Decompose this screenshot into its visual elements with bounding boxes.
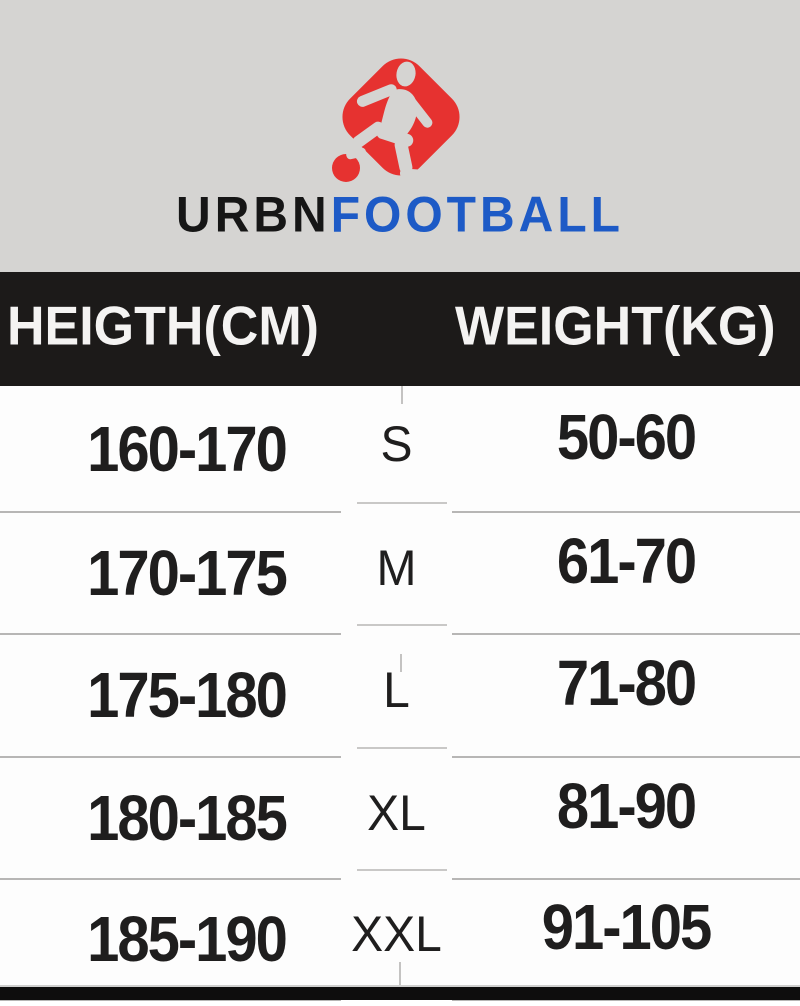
size-label-cell: S <box>380 416 413 472</box>
brand-name-secondary: FOOTBALL <box>330 187 624 244</box>
row-divider-right <box>452 633 800 635</box>
size-table-row: 185-190 XXL 91-105 <box>0 879 800 1001</box>
row-divider-left <box>0 878 341 880</box>
size-table-row: 180-185 XL 81-90 <box>0 757 800 880</box>
bottom-black-bar <box>0 987 800 1000</box>
size-table-row: 170-175 M 61-70 <box>0 512 800 635</box>
row-divider-left <box>0 756 341 758</box>
brand-wordmark: URBNFOOTBALL <box>176 187 624 244</box>
row-divider-right <box>452 756 800 758</box>
size-table-header: HEIGTH(CM) WEIGHT(KG) <box>0 272 800 386</box>
row-divider-middle <box>357 624 447 626</box>
row-divider-middle <box>357 747 447 749</box>
size-table-row: 175-180 L 71-80 <box>0 634 800 758</box>
header-weight-kg: WEIGHT(KG) <box>455 296 776 358</box>
row-divider-left <box>0 511 341 513</box>
weight-range-cell: 61-70 <box>556 525 697 597</box>
weight-range-cell: 91-105 <box>541 891 713 964</box>
size-table-row: 160-170 S 50-60 <box>0 386 800 513</box>
brand-section: URBNFOOTBALL <box>0 0 800 272</box>
brand-name-primary: URBN <box>176 187 331 244</box>
footballer-kicking-ball-icon <box>332 58 460 182</box>
height-range-cell: 175-180 <box>87 659 288 732</box>
row-divider-left <box>0 633 341 635</box>
height-range-cell: 180-185 <box>87 782 288 854</box>
brand-logo <box>235 38 565 194</box>
seam-tick-top <box>401 386 403 404</box>
table-bottom-line <box>0 985 800 987</box>
seam-tick-middle <box>400 654 402 672</box>
weight-range-cell: 81-90 <box>556 770 697 842</box>
seam-tick-bottom <box>399 962 401 988</box>
size-table-body: 160-170 S 50-60 170-175 M 61-70 175-180 … <box>0 386 800 1001</box>
row-divider-middle <box>357 502 447 504</box>
size-label-cell: XL <box>367 785 426 841</box>
height-range-cell: 170-175 <box>87 537 288 609</box>
header-height-cm: HEIGTH(CM) <box>7 296 319 358</box>
size-label-cell: M <box>376 540 417 596</box>
weight-range-cell: 50-60 <box>556 401 697 473</box>
weight-range-cell: 71-80 <box>556 647 697 720</box>
height-range-cell: 185-190 <box>87 903 288 976</box>
row-divider-right <box>452 511 800 513</box>
size-label-cell: XXL <box>351 906 442 963</box>
height-range-cell: 160-170 <box>87 413 288 485</box>
row-divider-right <box>452 878 800 880</box>
size-label-cell: L <box>383 662 410 719</box>
row-divider-middle <box>357 869 447 871</box>
